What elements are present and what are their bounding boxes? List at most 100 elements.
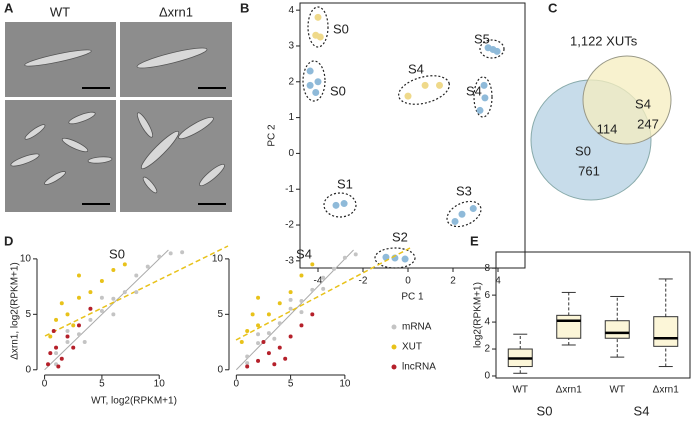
x-tick-label: 2 — [450, 276, 456, 287]
legend-label: XUT — [402, 342, 422, 353]
y-tick-label: -3 — [285, 255, 294, 266]
micrograph — [5, 100, 116, 212]
point — [288, 297, 293, 302]
trend-line — [235, 247, 411, 341]
y-tick-label: -2 — [285, 220, 294, 231]
y-tick-label: 1 — [288, 112, 294, 123]
point — [310, 312, 315, 317]
point — [480, 81, 488, 89]
x-axis-title: WT, log2(RPKM+1) — [91, 396, 177, 407]
point — [272, 362, 277, 367]
venn-count: 247 — [637, 116, 659, 131]
point — [266, 351, 271, 356]
y-tick-label: 10 — [20, 254, 32, 265]
point — [321, 275, 326, 280]
point — [54, 317, 59, 322]
point — [65, 334, 70, 339]
point — [332, 201, 340, 209]
point — [245, 364, 250, 369]
point — [272, 336, 277, 341]
point — [245, 328, 250, 333]
point — [48, 351, 53, 356]
point — [340, 200, 348, 208]
legend-label: lncRNA — [402, 362, 436, 373]
y-tick-label: 6 — [484, 290, 490, 301]
legend-swatch — [391, 344, 397, 350]
group-label: S0 — [330, 83, 346, 98]
point — [401, 255, 409, 263]
legend-swatch — [391, 364, 397, 370]
cluster-outlines — [302, 6, 505, 269]
group-label: S0 — [537, 403, 553, 418]
point — [469, 205, 477, 213]
y-axis-title: PC 2 — [267, 124, 278, 147]
chart-title: S4 — [296, 246, 312, 261]
venn-title: 1,122 XUTs — [570, 33, 638, 48]
panel-label: A — [4, 0, 14, 15]
point — [99, 295, 104, 300]
y-tick-label: -1 — [285, 184, 294, 195]
micrograph — [120, 100, 232, 212]
point — [51, 328, 56, 333]
x-axis-title: PC 1 — [401, 292, 424, 303]
group-label: S3 — [456, 183, 472, 198]
group-label: S1 — [337, 176, 353, 191]
point — [310, 287, 315, 292]
point — [250, 312, 255, 317]
point — [476, 106, 484, 114]
point — [321, 286, 326, 291]
point — [88, 290, 93, 295]
y-tick-label: 2 — [484, 344, 490, 355]
point — [111, 267, 116, 272]
identity-line — [44, 249, 169, 371]
point — [134, 290, 139, 295]
x-tick-label: Δxrn1 — [653, 385, 680, 396]
point — [168, 251, 173, 256]
y-tick-label: 0 — [288, 148, 294, 159]
group-label: S4 — [408, 61, 424, 76]
point — [76, 273, 81, 278]
point — [266, 312, 271, 317]
x-tick-label: -4 — [314, 276, 323, 287]
group-label: S2 — [392, 229, 408, 244]
point — [256, 323, 261, 328]
box — [653, 316, 679, 347]
point — [46, 362, 51, 367]
point — [76, 323, 81, 328]
point — [122, 262, 127, 267]
venn-set — [582, 55, 672, 145]
x-tick-label: -2 — [359, 276, 368, 287]
panel-label: D — [4, 233, 13, 248]
point — [261, 340, 266, 345]
y-tick-label: 5 — [25, 309, 31, 320]
x-tick-label: Δxrn1 — [556, 385, 583, 396]
y-tick-label: 10 — [212, 254, 224, 265]
point — [145, 264, 150, 269]
point — [299, 299, 304, 304]
point — [54, 345, 59, 350]
column-header: Δxrn1 — [159, 4, 193, 19]
point — [256, 341, 261, 346]
point — [316, 33, 324, 41]
y-axis-title: log2(RPKM+1) — [473, 282, 484, 348]
y-tick-label: 4 — [288, 5, 294, 16]
point — [157, 254, 162, 259]
y-tick-label: 0 — [25, 364, 31, 375]
x-tick-label: 0 — [234, 379, 240, 390]
point — [65, 312, 70, 317]
y-axis-title: Δxrn1, log2(RPKM+1) — [10, 262, 21, 360]
point — [111, 296, 116, 301]
panel-label: E — [470, 233, 479, 248]
point — [421, 81, 429, 89]
point — [59, 356, 64, 361]
point — [312, 89, 320, 97]
y-tick-label: 8 — [484, 263, 490, 274]
point — [65, 340, 70, 345]
point — [76, 295, 81, 300]
point — [48, 334, 53, 339]
x-tick-label: 0 — [42, 379, 48, 390]
point — [99, 279, 104, 284]
x-tick-label: 10 — [339, 379, 351, 390]
venn-set-name: S0 — [575, 143, 591, 158]
chart-title: S0 — [109, 246, 125, 261]
